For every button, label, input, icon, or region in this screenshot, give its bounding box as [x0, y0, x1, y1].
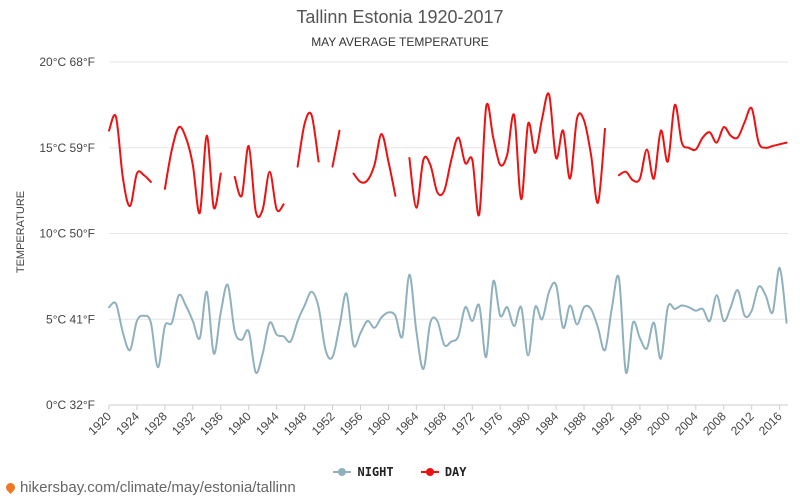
x-tick-label-17: 1988: [560, 409, 589, 438]
x-tick-label-18: 1992: [588, 409, 617, 438]
x-tick-label-0: 1920: [85, 409, 114, 438]
series-night-line-0: [108, 266, 788, 374]
source-text: hikersbay.com/climate/may/estonia/tallin…: [20, 479, 296, 496]
y-tick-label-1: 5°C 41°F: [46, 312, 95, 326]
series-day-line-6: [408, 92, 606, 217]
y-tick-label-3: 15°C 59°F: [39, 141, 95, 155]
x-tick-label-22: 2008: [700, 409, 729, 438]
x-tick-label-2: 1928: [141, 409, 170, 438]
x-tick-label-1: 1924: [113, 409, 142, 438]
y-tick-label-0: 0°C 32°F: [46, 398, 95, 412]
legend-item-day[interactable]: DAY: [420, 465, 467, 479]
x-tick-label-5: 1940: [225, 409, 254, 438]
x-tick-label-11: 1964: [393, 409, 422, 438]
series-day-line-3: [296, 111, 320, 168]
series-day-line-0: [108, 114, 152, 208]
x-tick-label-19: 1996: [616, 409, 645, 438]
x-tick-label-21: 2004: [672, 409, 701, 438]
legend-night-swatch-icon: [333, 468, 352, 476]
series-day-line-7: [617, 103, 788, 183]
legend-item-night[interactable]: NIGHT: [333, 465, 394, 479]
x-tick-label-6: 1944: [253, 409, 282, 438]
source-link[interactable]: hikersbay.com/climate/may/estonia/tallin…: [4, 479, 296, 496]
series-layer: [108, 92, 788, 374]
x-tick-label-16: 1984: [532, 409, 561, 438]
chart-title: Tallinn Estonia 1920-2017: [296, 7, 504, 27]
series-day-line-1: [163, 125, 222, 214]
x-tick-label-12: 1968: [421, 409, 450, 438]
y-tick-label-2: 10°C 50°F: [39, 227, 95, 241]
x-tick-label-3: 1932: [169, 409, 198, 438]
x-tick-label-8: 1952: [309, 409, 338, 438]
x-tick-label-10: 1960: [365, 409, 394, 438]
x-tick-label-13: 1972: [449, 409, 478, 438]
x-tick-label-4: 1936: [197, 409, 226, 438]
chart-legend: NIGHT DAY: [0, 462, 800, 479]
legend-day-swatch-icon: [420, 468, 439, 476]
chart-subtitle: MAY AVERAGE TEMPERATURE: [311, 35, 489, 49]
x-tick-label-15: 1980: [504, 409, 533, 438]
x-tick-label-7: 1948: [281, 409, 310, 438]
x-tick-label-24: 2016: [756, 409, 785, 438]
series-day-line-4: [331, 129, 341, 168]
series-day-line-5: [352, 132, 397, 197]
legend-day-label: DAY: [444, 465, 467, 479]
x-tick-label-23: 2012: [728, 409, 757, 438]
x-tick-label-14: 1976: [477, 409, 506, 438]
grid-layer: [109, 61, 788, 406]
location-pin-icon: [4, 481, 17, 494]
series-day-line-2: [233, 144, 285, 219]
x-tick-label-9: 1956: [337, 409, 366, 438]
legend-night-label: NIGHT: [357, 465, 394, 479]
y-tick-label-4: 20°C 68°F: [39, 55, 95, 69]
x-tick-label-20: 2000: [644, 409, 673, 438]
